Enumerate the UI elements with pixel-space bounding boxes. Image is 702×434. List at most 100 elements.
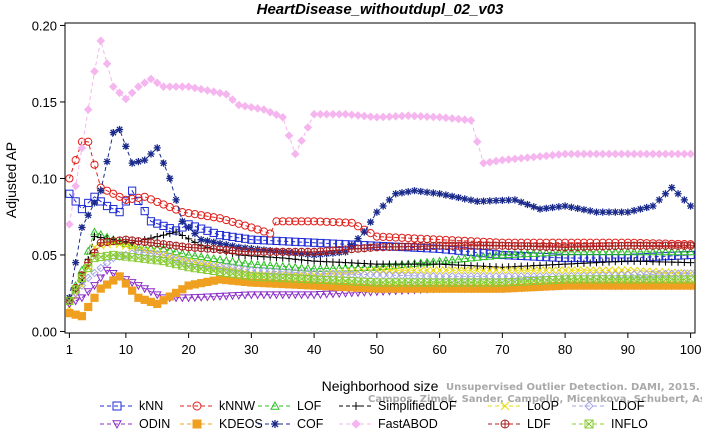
data-point (259, 291, 269, 300)
data-point (467, 262, 475, 270)
data-point (310, 257, 318, 265)
data-point (347, 110, 357, 120)
data-point (253, 291, 263, 300)
legend-swatch-marker (351, 419, 361, 429)
data-point (535, 248, 545, 257)
data-point (353, 222, 363, 231)
data-point (567, 203, 575, 211)
data-point (310, 217, 319, 226)
data-point (636, 205, 645, 213)
data-point (372, 232, 381, 241)
data-point (303, 123, 313, 132)
data-point (297, 238, 306, 247)
data-point (128, 243, 137, 252)
data-point (315, 263, 325, 272)
series-line (68, 231, 691, 302)
data-point (642, 270, 651, 279)
data-point (536, 266, 544, 275)
data-point (191, 229, 199, 238)
legend-label: LoOP (527, 399, 559, 413)
legend-label: kNNW (219, 399, 255, 413)
data-point (185, 235, 193, 243)
data-point (417, 187, 425, 196)
data-point (215, 214, 225, 223)
data-point (385, 233, 394, 242)
data-point (65, 189, 74, 198)
data-point (517, 198, 525, 206)
data-point (90, 293, 99, 302)
data-point (523, 249, 532, 258)
data-point (485, 249, 494, 258)
data-point (686, 269, 695, 278)
data-point (611, 266, 620, 275)
data-point (617, 266, 626, 275)
data-point (354, 259, 362, 267)
data-point (636, 149, 645, 159)
data-point (448, 261, 456, 269)
data-point (479, 266, 488, 275)
data-point (115, 272, 124, 281)
watermark-line-1: Unsupervised Outlier Detection. DAMI, 20… (446, 382, 700, 393)
data-point (291, 237, 300, 246)
data-point (278, 261, 288, 270)
data-point (240, 291, 250, 300)
data-point (84, 137, 93, 146)
data-point (486, 197, 494, 205)
data-point (134, 247, 143, 257)
data-point (348, 259, 356, 267)
data-point (441, 272, 451, 281)
data-point (466, 116, 476, 125)
legend-item-COF: COF (258, 417, 324, 431)
data-point (667, 149, 677, 159)
data-point (221, 89, 231, 99)
data-point (448, 192, 456, 200)
data-point (392, 260, 400, 268)
data-point (592, 149, 601, 159)
data-point (536, 205, 544, 213)
data-point (674, 258, 682, 266)
data-point (322, 263, 332, 272)
data-point (485, 266, 494, 275)
data-point (643, 203, 651, 212)
legend-label: INFLO (611, 417, 648, 431)
data-point (253, 266, 262, 275)
legend-item-INFLO: INFLO (572, 417, 648, 431)
data-point (492, 197, 500, 205)
data-point (209, 261, 219, 270)
legend-item-LDOF: LDOF (572, 399, 645, 413)
data-point (140, 285, 150, 294)
data-point (548, 261, 557, 269)
data-point (649, 202, 657, 210)
data-point (466, 253, 476, 262)
data-point (624, 208, 632, 216)
data-point (228, 232, 237, 242)
data-point (278, 217, 287, 226)
data-point (687, 259, 695, 267)
data-point (72, 259, 80, 267)
data-point (429, 266, 438, 275)
data-point (240, 265, 250, 274)
y-tick-label: 0.00 (32, 324, 57, 339)
data-point (272, 110, 281, 120)
data-point (536, 261, 544, 269)
data-point (354, 235, 362, 243)
data-point (215, 230, 225, 240)
series-line (68, 40, 691, 225)
data-point (623, 266, 632, 275)
data-point (334, 109, 344, 119)
data-point (473, 262, 481, 270)
data-point (316, 109, 325, 119)
data-point (579, 266, 588, 275)
data-point (517, 262, 525, 270)
data-point (310, 238, 319, 247)
data-point (265, 266, 275, 276)
data-point (284, 291, 294, 300)
data-point (202, 293, 212, 302)
data-point (579, 247, 589, 256)
legend-swatch-marker (270, 400, 280, 410)
data-point (115, 88, 124, 98)
data-point (77, 273, 87, 283)
data-point (222, 241, 230, 249)
data-point (385, 260, 394, 268)
